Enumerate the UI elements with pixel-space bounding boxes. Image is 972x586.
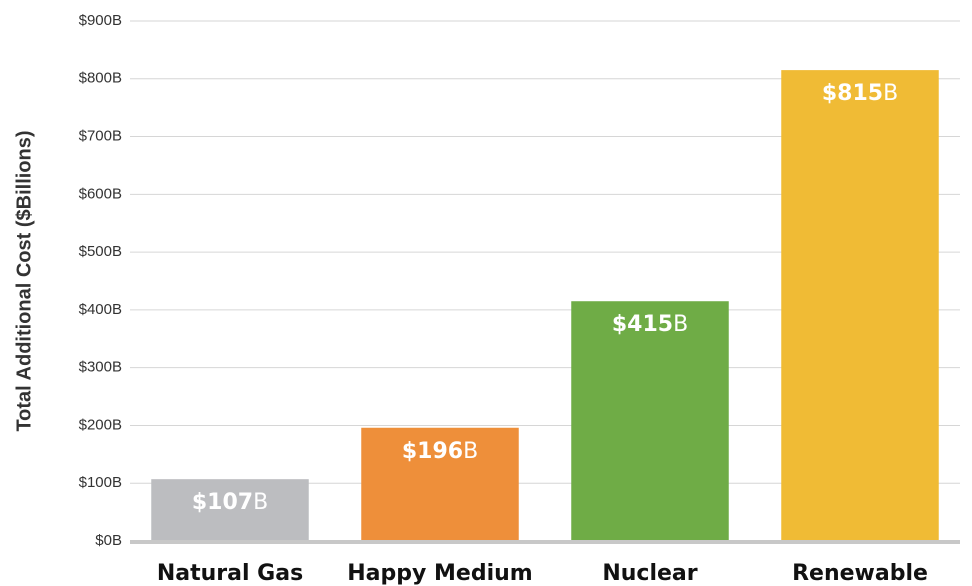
bar bbox=[571, 301, 729, 541]
bar bbox=[361, 427, 519, 541]
x-tick-label: Renewable bbox=[792, 561, 928, 586]
y-tick-label: $700B bbox=[79, 128, 122, 145]
y-tick-label: $400B bbox=[79, 301, 122, 318]
value-label-unit: B bbox=[253, 490, 268, 515]
x-tick-label: Natural Gas bbox=[157, 561, 303, 586]
value-label-number: $196 bbox=[402, 439, 463, 464]
value-label-number: $815 bbox=[822, 81, 883, 106]
x-tick-label: Happy Medium bbox=[347, 561, 532, 586]
value-label-number: $107 bbox=[192, 490, 253, 515]
y-axis-label: Total Additional Cost ($Billions) bbox=[13, 130, 35, 431]
x-tick-label: Nuclear bbox=[602, 561, 697, 586]
y-tick-label: $100B bbox=[79, 474, 122, 491]
value-label-unit: B bbox=[883, 81, 898, 106]
value-label: $815B bbox=[822, 81, 898, 106]
value-label: $415B bbox=[612, 312, 688, 337]
value-label-unit: B bbox=[463, 439, 478, 464]
y-tick-label: $800B bbox=[79, 70, 122, 87]
bar bbox=[151, 479, 309, 541]
value-label: $196B bbox=[402, 439, 478, 464]
value-label-number: $415 bbox=[612, 312, 673, 337]
value-label-unit: B bbox=[673, 312, 688, 337]
y-tick-label: $0B bbox=[95, 532, 122, 549]
y-tick-label: $900B bbox=[79, 12, 122, 29]
y-tick-label: $500B bbox=[79, 243, 122, 260]
bar bbox=[781, 70, 939, 541]
y-tick-label: $300B bbox=[79, 359, 122, 376]
value-label: $107B bbox=[192, 490, 268, 515]
y-tick-label: $200B bbox=[79, 416, 122, 433]
y-tick-label: $600B bbox=[79, 185, 122, 202]
